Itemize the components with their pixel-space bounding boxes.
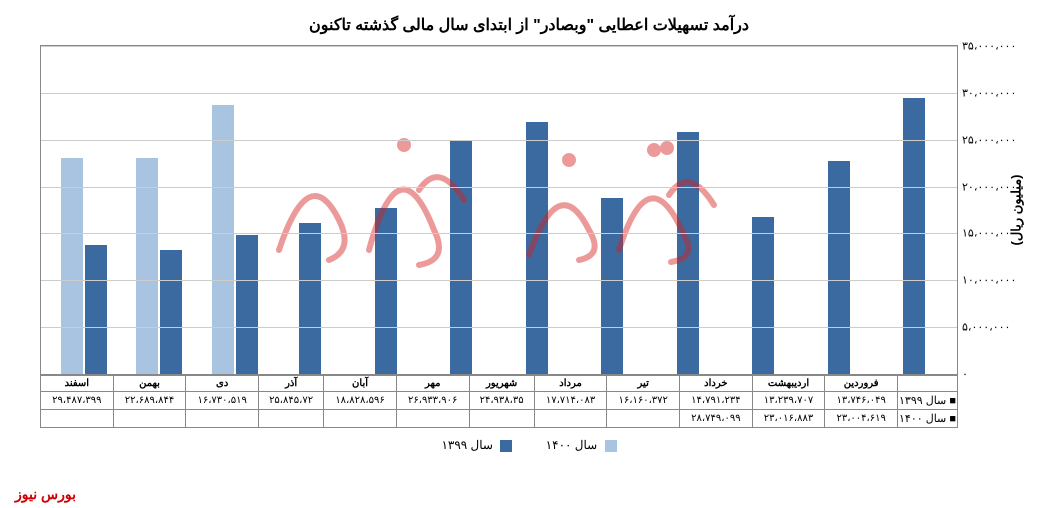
table-header-cell: آبان [324, 376, 397, 392]
table-cell [607, 410, 680, 428]
legend-swatch-1399 [500, 440, 512, 452]
month-group [726, 46, 802, 374]
legend-label-1400: سال ۱۴۰۰ [546, 438, 598, 452]
table-cell: ۲۹،۴۸۷،۳۹۹ [41, 392, 114, 410]
gridline [41, 140, 957, 141]
source-signature: بورس نیوز [15, 486, 76, 503]
month-group [499, 46, 575, 374]
bar-1399 [828, 161, 850, 374]
y-tick-label: ۳۵،۰۰۰،۰۰۰ [962, 40, 1037, 53]
table-cell: ۲۵،۸۴۵،۷۲ [259, 392, 324, 410]
table-header-cell: دی [186, 376, 259, 392]
month-group [650, 46, 726, 374]
table-cell [324, 410, 397, 428]
month-group [801, 46, 877, 374]
month-group [122, 46, 198, 374]
y-tick-label: ۱۰،۰۰۰،۰۰۰ [962, 274, 1037, 287]
month-group [273, 46, 349, 374]
y-tick-label: ۵،۰۰۰،۰۰۰ [962, 321, 1037, 334]
table-header-cell: مهر [396, 376, 469, 392]
y-tick-label: ۱۵،۰۰۰،۰۰۰ [962, 227, 1037, 240]
table-cell: ۱۸،۸۲۸،۵۹۶ [324, 392, 397, 410]
gridline [41, 93, 957, 94]
month-group [348, 46, 424, 374]
table-cell: ۱۷،۷۱۴،۰۸۳ [534, 392, 607, 410]
gridline [41, 233, 957, 234]
bar-1399 [236, 235, 258, 374]
table-cell [259, 410, 324, 428]
month-group [46, 46, 122, 374]
table-cell [534, 410, 607, 428]
legend-swatch-1400 [605, 440, 617, 452]
y-tick-label: ۲۰،۰۰۰،۰۰۰ [962, 180, 1037, 193]
table-cell [186, 410, 259, 428]
bar-1399 [160, 250, 182, 374]
month-group [575, 46, 651, 374]
table-cell [469, 410, 534, 428]
table-cell: ۱۳،۷۴۶،۰۴۹ [825, 392, 898, 410]
table-row-1399: ■ سال ۱۳۹۹۱۳،۷۴۶،۰۴۹۱۳،۲۳۹،۷۰۷۱۴،۷۹۱،۲۳۴… [41, 392, 958, 410]
legend-item-1399: سال ۱۳۹۹ [441, 438, 512, 452]
bar-1400 [61, 158, 83, 374]
bar-1400 [136, 158, 158, 374]
table-header-cell: فروردین [825, 376, 898, 392]
month-group [197, 46, 273, 374]
gridline [41, 46, 957, 47]
table-cell [113, 410, 186, 428]
table-header-cell: مرداد [534, 376, 607, 392]
bar-1400 [212, 105, 234, 374]
table-cell: ۲۴،۹۳۸،۳۵ [469, 392, 534, 410]
bar-1399 [752, 217, 774, 374]
bar-1399 [299, 223, 321, 374]
legend-label-1399: سال ۱۳۹۹ [441, 438, 493, 452]
month-group [877, 46, 953, 374]
bar-1399 [677, 132, 699, 374]
gridline [41, 280, 957, 281]
y-tick-label: ۰ [962, 368, 1037, 381]
table-cell: ۲۲،۶۸۹،۸۴۴ [113, 392, 186, 410]
table-header-cell: اسفند [41, 376, 114, 392]
bar-1399 [526, 122, 548, 374]
bar-1399 [601, 198, 623, 374]
table-cell [41, 410, 114, 428]
chart-container: درآمد تسهیلات اعطایی "وبصادر" از ابتدای … [0, 0, 1058, 508]
legend-item-1400: سال ۱۴۰۰ [546, 438, 617, 452]
gridline [41, 187, 957, 188]
table-cell [396, 410, 469, 428]
table-header-cell: خرداد [680, 376, 753, 392]
table-cell: ۲۳،۰۰۴،۶۱۹ [825, 410, 898, 428]
chart-title: درآمد تسهیلات اعطایی "وبصادر" از ابتدای … [20, 15, 1038, 35]
table-header-cell: بهمن [113, 376, 186, 392]
table-cell: ۱۳،۲۳۹،۷۰۷ [752, 392, 825, 410]
bar-1399 [450, 140, 472, 374]
table-row-1400: ■ سال ۱۴۰۰۲۳،۰۰۴،۶۱۹۲۳،۰۱۶،۸۸۳۲۸،۷۴۹،۰۹۹ [41, 410, 958, 428]
table-cell: ۱۶،۷۳۰،۵۱۹ [186, 392, 259, 410]
table-header-cell: آذر [259, 376, 324, 392]
table-header-row: فروردیناردیبهشتخردادتیرمردادشهریورمهرآبا… [41, 376, 958, 392]
data-table: فروردیناردیبهشتخردادتیرمردادشهریورمهرآبا… [40, 375, 958, 428]
table-cell: ۱۶،۱۶۰،۳۷۲ [607, 392, 680, 410]
table-header-cell: اردیبهشت [752, 376, 825, 392]
month-group [424, 46, 500, 374]
plot-area: (میلیون ریال) ۰۵،۰۰۰،۰۰۰۱۰،۰۰۰،۰۰۰۱۵،۰۰۰… [40, 45, 958, 375]
table-cell: ۲۸،۷۴۹،۰۹۹ [680, 410, 753, 428]
table-cell: ۲۶،۹۳۳،۹۰۶ [396, 392, 469, 410]
bars-area [41, 46, 957, 374]
legend: سال ۱۴۰۰ سال ۱۳۹۹ [20, 438, 1038, 452]
gridline [41, 327, 957, 328]
table-cell: ۲۳،۰۱۶،۸۸۳ [752, 410, 825, 428]
table-header-cell: شهریور [469, 376, 534, 392]
bar-1399 [85, 245, 107, 374]
table-cell: ۱۴،۷۹۱،۲۳۴ [680, 392, 753, 410]
table-header-cell: تیر [607, 376, 680, 392]
y-tick-label: ۲۵،۰۰۰،۰۰۰ [962, 133, 1037, 146]
y-tick-label: ۳۰،۰۰۰،۰۰۰ [962, 86, 1037, 99]
